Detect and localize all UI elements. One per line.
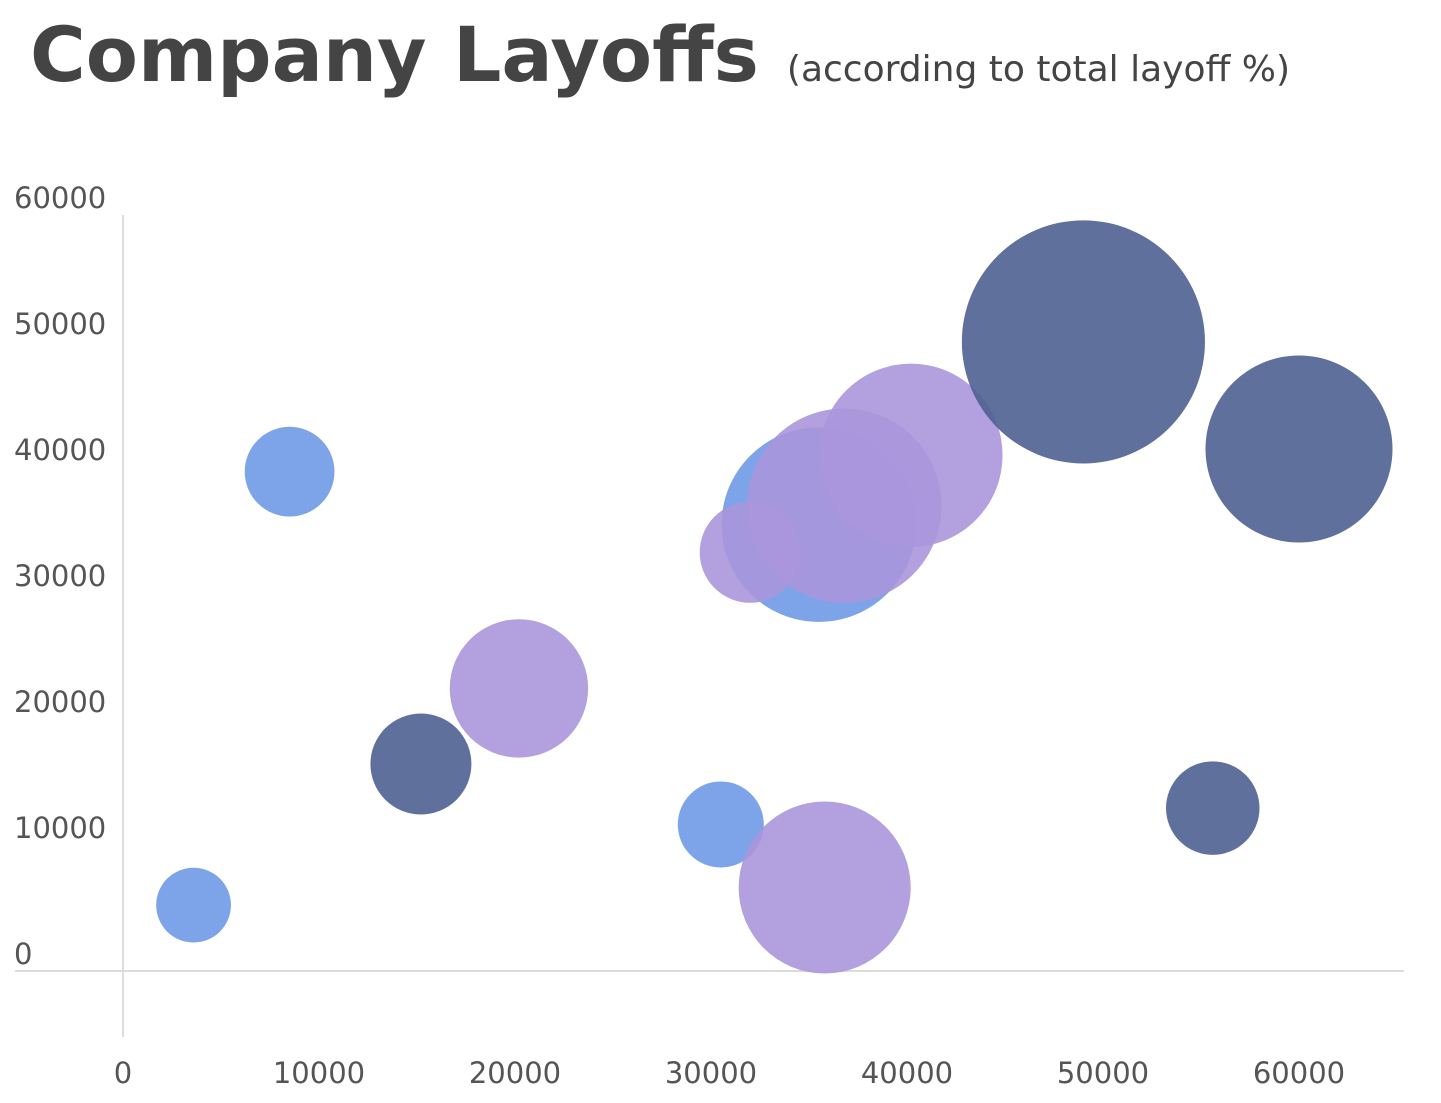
bubble-series3-point3 bbox=[1205, 355, 1393, 543]
chart-title: Company Layoffs bbox=[30, 10, 759, 99]
y-tick-label: 40000 bbox=[14, 433, 106, 467]
x-tick-label: 20000 bbox=[469, 1056, 561, 1090]
bubble-series3-point1 bbox=[370, 713, 472, 815]
bubble-series3-point2 bbox=[961, 220, 1205, 464]
x-tick-label: 50000 bbox=[1057, 1056, 1149, 1090]
bubble-series3-point4 bbox=[1166, 761, 1260, 855]
x-tick-label: 0 bbox=[114, 1056, 132, 1090]
x-tick-label: 10000 bbox=[273, 1056, 365, 1090]
bubble-series1-point1 bbox=[156, 867, 231, 943]
title-row: Company Layoffs (according to total layo… bbox=[30, 10, 1290, 99]
y-tick-label: 20000 bbox=[14, 685, 106, 719]
bubble-series2-point4 bbox=[819, 363, 1003, 547]
y-tick-labels: 0 10000 20000 30000 40000 50000 60000 bbox=[14, 181, 106, 971]
bubble-layer bbox=[156, 220, 1393, 974]
x-tick-labels: 0 10000 20000 30000 40000 50000 60000 bbox=[114, 1056, 1345, 1090]
x-tick-label: 30000 bbox=[665, 1056, 757, 1090]
x-tick-label: 60000 bbox=[1253, 1056, 1345, 1090]
y-tick-label: 50000 bbox=[14, 307, 106, 341]
x-tick-label: 40000 bbox=[861, 1056, 953, 1090]
y-tick-label: 30000 bbox=[14, 559, 106, 593]
y-tick-label: 0 bbox=[14, 937, 32, 971]
y-tick-label: 60000 bbox=[14, 181, 106, 215]
chart-subtitle: (according to total layoff %) bbox=[786, 49, 1290, 90]
bubble-series2-point1 bbox=[449, 619, 589, 758]
bubble-series1-point2 bbox=[244, 426, 335, 517]
bubble-series1-point3 bbox=[677, 781, 764, 868]
bubble-series2-point5 bbox=[738, 801, 911, 974]
y-tick-label: 10000 bbox=[14, 811, 106, 845]
